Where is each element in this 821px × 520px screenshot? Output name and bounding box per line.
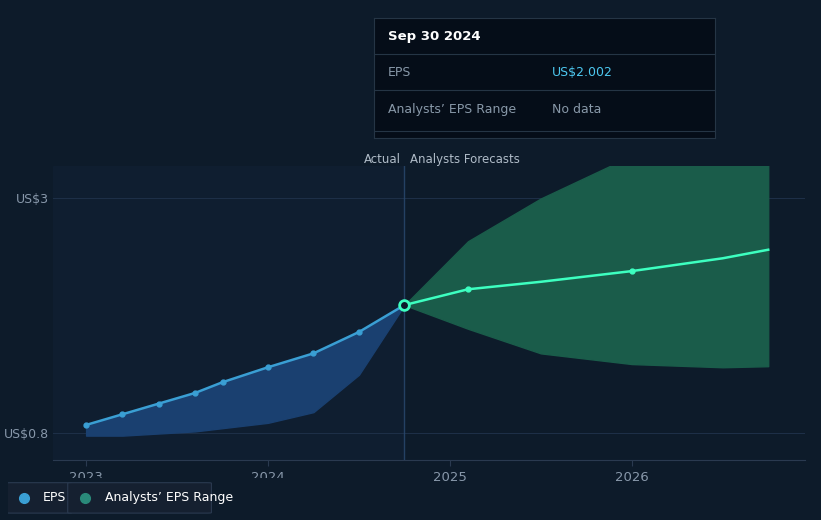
Text: Analysts’ EPS Range: Analysts’ EPS Range — [105, 491, 233, 504]
Text: Analysts’ EPS Range: Analysts’ EPS Range — [388, 102, 516, 115]
Text: US$2.002: US$2.002 — [552, 66, 612, 79]
Text: EPS: EPS — [44, 491, 67, 504]
Bar — [53, 166, 405, 460]
Text: Sep 30 2024: Sep 30 2024 — [388, 30, 480, 43]
FancyBboxPatch shape — [68, 483, 212, 513]
Text: Analysts Forecasts: Analysts Forecasts — [410, 153, 521, 166]
Text: EPS: EPS — [388, 66, 411, 79]
Text: No data: No data — [552, 102, 601, 115]
FancyBboxPatch shape — [7, 483, 72, 513]
Text: Actual: Actual — [364, 153, 401, 166]
